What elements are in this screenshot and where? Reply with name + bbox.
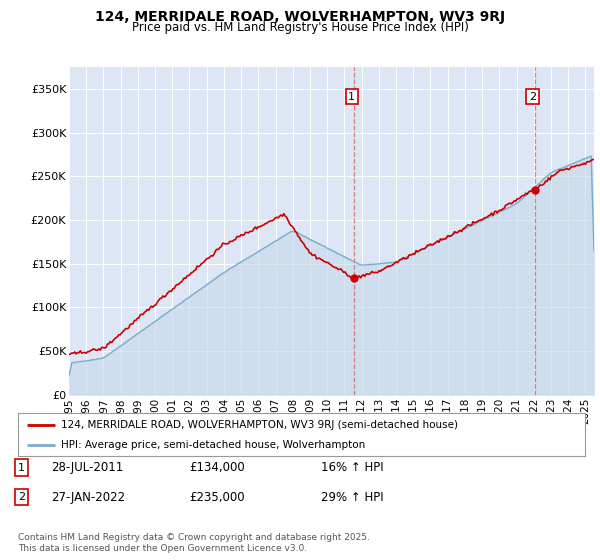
Text: £134,000: £134,000 <box>189 461 245 474</box>
Text: £235,000: £235,000 <box>189 491 245 504</box>
Text: 29% ↑ HPI: 29% ↑ HPI <box>321 491 383 504</box>
Text: 124, MERRIDALE ROAD, WOLVERHAMPTON, WV3 9RJ (semi-detached house): 124, MERRIDALE ROAD, WOLVERHAMPTON, WV3 … <box>61 420 458 430</box>
Text: Contains HM Land Registry data © Crown copyright and database right 2025.
This d: Contains HM Land Registry data © Crown c… <box>18 533 370 553</box>
Text: Price paid vs. HM Land Registry's House Price Index (HPI): Price paid vs. HM Land Registry's House … <box>131 21 469 34</box>
Text: 16% ↑ HPI: 16% ↑ HPI <box>321 461 383 474</box>
Text: 2: 2 <box>18 492 25 502</box>
Text: 28-JUL-2011: 28-JUL-2011 <box>51 461 123 474</box>
Text: 2: 2 <box>529 92 536 102</box>
Text: 124, MERRIDALE ROAD, WOLVERHAMPTON, WV3 9RJ: 124, MERRIDALE ROAD, WOLVERHAMPTON, WV3 … <box>95 10 505 24</box>
Text: 1: 1 <box>18 463 25 473</box>
Text: 1: 1 <box>349 92 355 102</box>
Text: 27-JAN-2022: 27-JAN-2022 <box>51 491 125 504</box>
Text: HPI: Average price, semi-detached house, Wolverhampton: HPI: Average price, semi-detached house,… <box>61 440 365 450</box>
